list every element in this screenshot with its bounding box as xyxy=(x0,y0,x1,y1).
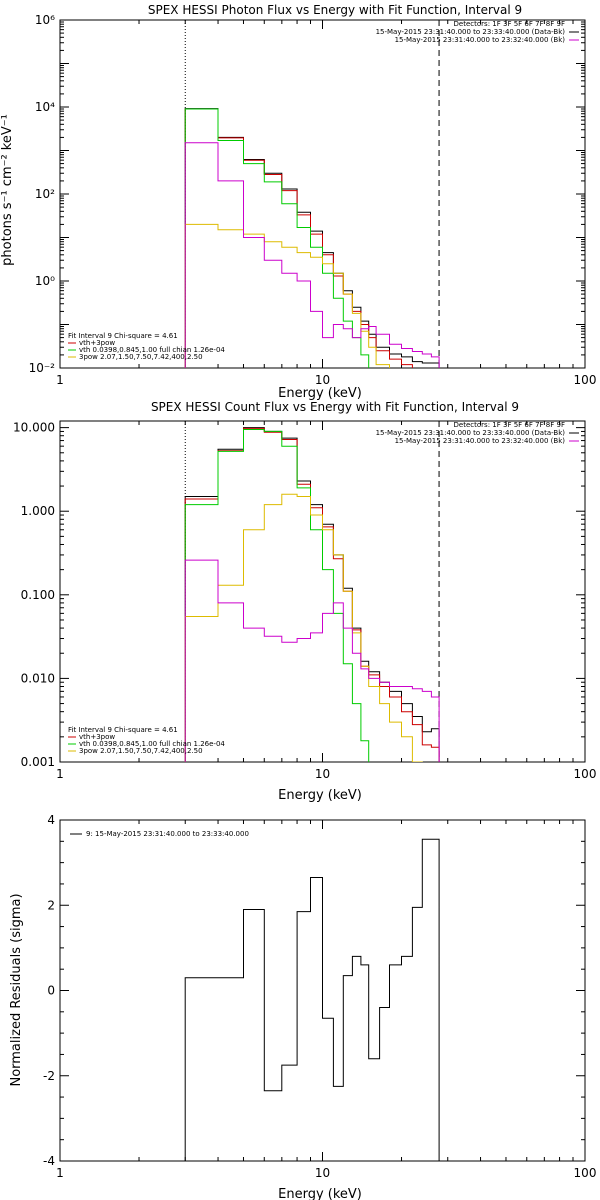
y-tick-label: 10⁴ xyxy=(35,100,55,114)
legend-entry: 9: 15-May-2015 23:31:40.000 to 23:33:40.… xyxy=(86,830,249,838)
legend-entry: Detectors: 1F 3F 5F 6F 7F 8F 9F xyxy=(454,20,565,28)
histogram-series xyxy=(184,142,440,368)
y-tick-label: 0.100 xyxy=(21,588,55,602)
plot-frame xyxy=(59,420,586,763)
histogram-series xyxy=(184,427,440,762)
y-tick-label: 10⁻² xyxy=(29,361,56,375)
y-tick-label: 10⁶ xyxy=(35,13,55,27)
y-tick-label: 2 xyxy=(47,898,55,912)
legend-entry: vth 0.0398,0.845,1.00 full chian 1.26e-0… xyxy=(79,346,225,354)
legend-entry: vth+3pow xyxy=(79,733,115,741)
y-tick-label: 0.001 xyxy=(21,755,55,769)
histogram-series xyxy=(184,559,440,762)
data-group xyxy=(184,838,440,1161)
y-tick-label: 0.010 xyxy=(21,671,55,685)
legend-entry: 3pow 2.07,1.50,7.50,7.42,400,2.50 xyxy=(79,747,203,755)
y-tick-label: 1.000 xyxy=(21,504,55,518)
x-tick-label: 10 xyxy=(315,767,330,781)
x-tick-label: 10 xyxy=(315,373,330,387)
panel-title: SPEX HESSI Photon Flux vs Energy with Fi… xyxy=(148,3,522,17)
y-tick-label: 0 xyxy=(47,984,55,998)
histogram-series xyxy=(184,108,440,368)
x-axis-label: Energy (keV) xyxy=(278,386,362,401)
x-tick-label: 10 xyxy=(315,1166,330,1180)
panel-title: SPEX HESSI Count Flux vs Energy with Fit… xyxy=(151,400,519,414)
histogram-series xyxy=(184,493,423,762)
data-group xyxy=(184,20,440,368)
legend-entry: vth 0.0398,0.845,1.00 full chian 1.26e-0… xyxy=(79,740,225,748)
legend-entry: 15-May-2015 23:31:40.000 to 23:33:40.000… xyxy=(376,429,566,437)
photon-flux-panel: SPEX HESSI Photon Flux vs Energy with Fi… xyxy=(0,3,597,401)
histogram-series xyxy=(184,108,413,368)
x-tick-label: 1 xyxy=(56,373,64,387)
legend-entry: vth+3pow xyxy=(79,339,115,347)
y-axis-label: Normalized Residuals (sigma) xyxy=(9,893,24,1086)
histogram-series xyxy=(184,838,440,1161)
data-group xyxy=(184,421,440,762)
x-axis-label: Energy (keV) xyxy=(278,1187,362,1200)
legend-entry: 15-May-2015 23:31:40.000 to 23:32:40.000… xyxy=(395,437,566,445)
legend-entry: Fit Interval 9 Chi-square = 4.61 xyxy=(68,726,178,734)
y-tick-label: -2 xyxy=(43,1069,55,1083)
x-tick-label: 1 xyxy=(56,767,64,781)
histogram-series xyxy=(184,429,370,762)
count-flux-panel: SPEX HESSI Count Flux vs Energy with Fit… xyxy=(13,400,597,803)
legend-entry: Detectors: 1F 3F 5F 6F 7F 8F 9F xyxy=(454,421,565,429)
y-tick-label: 10.000 xyxy=(13,421,55,435)
histogram-series xyxy=(184,427,440,762)
y-tick-label: -4 xyxy=(43,1154,55,1168)
y-axis-label: photons s⁻¹ cm⁻² keV⁻¹ xyxy=(0,114,15,266)
y-tick-label: 4 xyxy=(47,813,55,827)
legend-entry: Fit Interval 9 Chi-square = 4.61 xyxy=(68,332,178,340)
y-tick-label: 10² xyxy=(35,187,55,201)
residuals-panel: Energy (keV) Normalized Residuals (sigma… xyxy=(9,813,596,1200)
x-tick-label: 100 xyxy=(574,767,597,781)
y-tick-label: 10⁰ xyxy=(35,274,55,288)
legend-entry: 3pow 2.07,1.50,7.50,7.42,400,2.50 xyxy=(79,353,203,361)
x-axis-label: Energy (keV) xyxy=(278,788,362,803)
legend-entry: 15-May-2015 23:31:40.000 to 23:32:40.000… xyxy=(395,36,566,44)
histogram-series xyxy=(184,223,390,368)
x-tick-label: 1 xyxy=(56,1166,64,1180)
legend-entry: 15-May-2015 23:31:40.000 to 23:33:40.000… xyxy=(376,28,566,36)
x-tick-label: 100 xyxy=(574,373,597,387)
x-tick-label: 100 xyxy=(574,1166,597,1180)
